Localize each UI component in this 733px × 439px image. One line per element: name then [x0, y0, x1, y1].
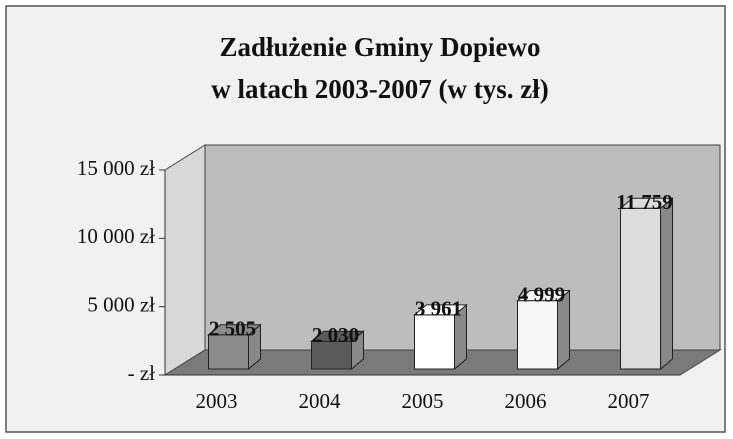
chart-title: w latach 2003-2007 (w tys. zł)	[211, 74, 548, 104]
bar-top	[207, 324, 262, 336]
bar-top	[413, 304, 468, 316]
bar-top	[516, 290, 571, 302]
bar	[619, 197, 674, 371]
y-tick-label: 15 000 zł	[77, 156, 155, 180]
value-label: 4 999	[518, 282, 565, 306]
x-tick-label: 2006	[505, 389, 547, 413]
bar	[516, 289, 571, 371]
y-tick-label: 10 000 zł	[77, 224, 155, 248]
x-tick-label: 2004	[299, 389, 342, 413]
side-wall	[164, 144, 206, 376]
bar-front	[620, 207, 661, 370]
value-label: 2 030	[312, 323, 359, 347]
value-label: 2 505	[209, 317, 256, 341]
value-label: 3 961	[415, 297, 462, 321]
bar	[310, 330, 365, 371]
y-tick-label: 5 000 zł	[87, 292, 155, 316]
bar-top	[310, 330, 365, 342]
bar	[207, 323, 262, 371]
value-label: 11 759	[616, 190, 673, 214]
chart-title: Zadłużenie Gminy Dopiewo	[219, 32, 540, 62]
x-tick-label: 2007	[608, 389, 650, 413]
bar-front	[517, 300, 558, 370]
x-tick-label: 2003	[196, 389, 238, 413]
bar-front	[414, 314, 455, 370]
x-tick-label: 2005	[402, 389, 444, 413]
y-tick-label: - zł	[128, 361, 156, 385]
bar-top	[619, 197, 674, 209]
bar	[413, 303, 468, 371]
bar-side	[660, 197, 673, 371]
